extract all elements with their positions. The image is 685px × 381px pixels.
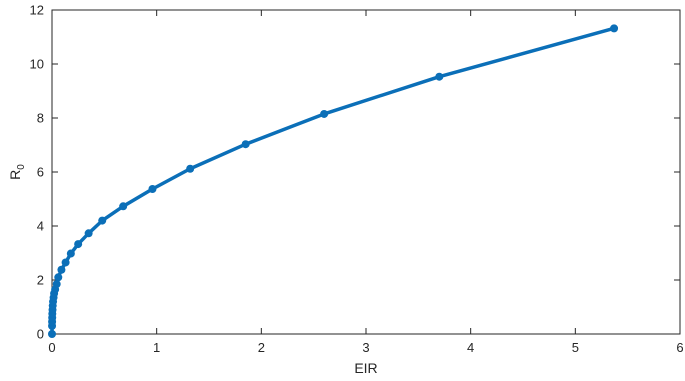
y-tick-label: 4 bbox=[37, 219, 44, 234]
y-tick-label: 6 bbox=[37, 165, 44, 180]
data-point bbox=[241, 140, 250, 149]
data-point bbox=[610, 24, 619, 33]
data-point bbox=[435, 72, 444, 81]
y-axis-label: R0 bbox=[7, 164, 27, 180]
y-tick-label: 8 bbox=[37, 111, 44, 126]
x-tick-label: 4 bbox=[467, 340, 474, 355]
data-point bbox=[61, 258, 70, 267]
x-tick-label: 5 bbox=[572, 340, 579, 355]
data-point bbox=[48, 330, 56, 338]
data-point bbox=[54, 273, 63, 282]
data-point bbox=[57, 265, 66, 274]
x-tick-label: 1 bbox=[153, 340, 160, 355]
data-point bbox=[186, 164, 195, 173]
x-ticks: 0 1 2 3 4 5 6 bbox=[48, 10, 684, 355]
data-point bbox=[119, 202, 128, 211]
x-tick-label: 2 bbox=[258, 340, 265, 355]
series-group bbox=[48, 24, 619, 338]
data-point bbox=[98, 216, 107, 225]
y-tick-label: 2 bbox=[37, 273, 44, 288]
y-tick-label: 0 bbox=[37, 327, 44, 342]
x-tick-label: 0 bbox=[48, 340, 55, 355]
y-tick-label: 10 bbox=[30, 57, 44, 72]
y-tick-label: 12 bbox=[30, 3, 44, 18]
data-point bbox=[84, 229, 93, 238]
x-tick-label: 3 bbox=[362, 340, 369, 355]
data-point bbox=[52, 280, 61, 289]
data-point bbox=[74, 240, 83, 249]
y-axis-label-main: R bbox=[7, 170, 23, 180]
y-axis-label-subscript: 0 bbox=[16, 164, 27, 170]
data-point bbox=[320, 109, 329, 118]
y-ticks: 0 2 4 6 8 10 12 bbox=[30, 3, 680, 342]
x-axis-label: EIR bbox=[354, 360, 377, 376]
plot-area bbox=[51, 9, 681, 335]
x-tick-label: 6 bbox=[676, 340, 683, 355]
data-point bbox=[148, 185, 157, 194]
data-point bbox=[66, 249, 75, 258]
